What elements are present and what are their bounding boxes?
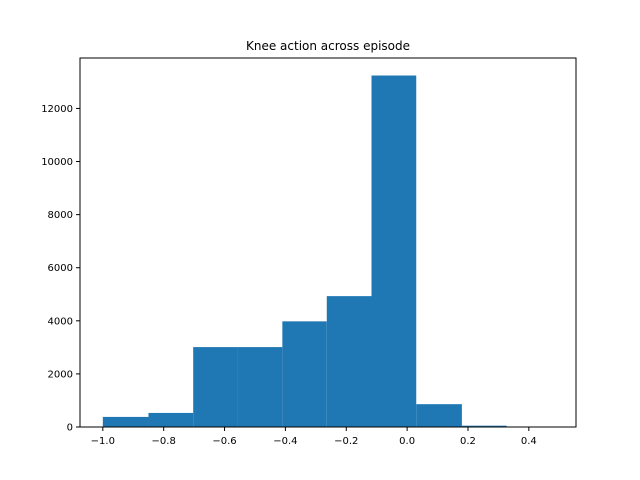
plot-frame	[79, 57, 577, 428]
histogram-bar-0	[102, 416, 149, 427]
histogram-bar-1	[148, 412, 194, 427]
histogram-bar-5	[326, 296, 372, 427]
bars-group	[102, 75, 552, 427]
y-tick-label-0: 0	[67, 423, 73, 434]
histogram-bar-8	[461, 425, 507, 427]
y-tick-label-1: 2000	[48, 369, 73, 380]
histogram-bar-6	[371, 75, 417, 427]
y-tick-label-3: 6000	[48, 263, 73, 274]
histogram-bar-2	[193, 347, 238, 427]
y-tick-label-2: 4000	[48, 316, 73, 327]
chart-title: Knee action across episode	[246, 39, 410, 53]
x-tick-label-1: −0.8	[152, 436, 176, 447]
x-tick-label-5: 0.0	[399, 436, 415, 447]
x-tick-label-2: −0.6	[212, 436, 236, 447]
y-tick-label-4: 8000	[48, 210, 73, 221]
x-tick-label-3: −0.4	[273, 436, 297, 447]
y-axis-ticks: 0 2000 4000 6000 8000 10000 12000	[41, 104, 80, 434]
x-tick-label-6: 0.2	[460, 436, 476, 447]
histogram-bar-4	[282, 321, 327, 427]
x-tick-label-0: −1.0	[91, 436, 115, 447]
histogram-bar-7	[416, 404, 462, 427]
histogram-bar-3	[237, 347, 283, 427]
y-tick-label-6: 12000	[41, 104, 73, 115]
x-tick-label-7: 0.4	[521, 436, 537, 447]
x-axis-ticks: −1.0 −0.8 −0.6 −0.4 −0.2 0.0 0.2 0.4	[91, 427, 537, 447]
y-tick-label-5: 10000	[41, 157, 73, 168]
x-tick-label-4: −0.2	[334, 436, 358, 447]
